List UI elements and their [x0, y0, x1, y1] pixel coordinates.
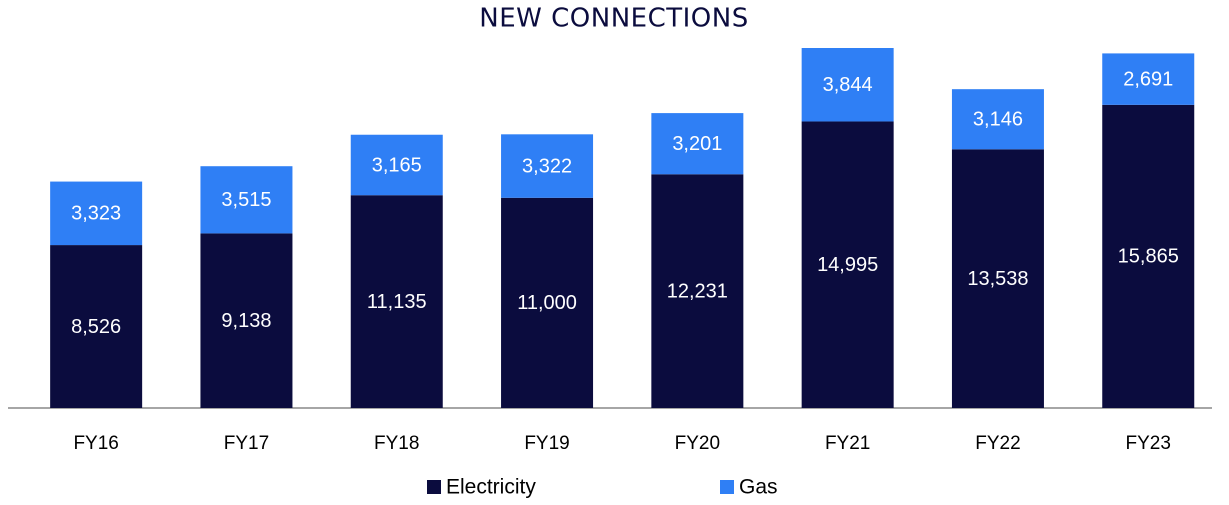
x-tick-label: FY22	[975, 433, 1020, 454]
data-label: 2,691	[1123, 68, 1173, 90]
data-label: 3,515	[221, 189, 271, 211]
bar-segment	[501, 197, 594, 408]
x-tick-label: FY23	[1126, 433, 1171, 454]
data-label: 3,146	[973, 109, 1023, 131]
bar-segment	[50, 181, 143, 246]
x-tick-label: FY16	[73, 433, 118, 454]
bar-segment	[350, 134, 443, 196]
data-label: 8,526	[71, 316, 121, 338]
x-tick-label: FY18	[374, 433, 419, 454]
bar-segment	[50, 245, 143, 408]
bar-segment	[1102, 104, 1195, 408]
bar-segment	[651, 113, 744, 175]
data-label: 11,135	[367, 291, 427, 313]
legend-swatch	[720, 480, 734, 494]
data-label: 3,165	[372, 154, 422, 176]
bar-segment	[1102, 53, 1195, 105]
data-label: 3,323	[71, 203, 121, 225]
legend-label: Gas	[739, 476, 778, 499]
bar-segment	[951, 149, 1044, 408]
data-label: 15,865	[1118, 246, 1179, 268]
legend-swatch	[427, 480, 441, 494]
bar-segment	[801, 48, 894, 122]
bar-segment	[501, 134, 594, 198]
data-label: 14,995	[817, 254, 878, 276]
data-label: 3,201	[672, 133, 722, 155]
chart-title: NEW CONNECTIONS	[479, 4, 748, 34]
bar-segment	[350, 195, 443, 408]
bar-segment	[200, 233, 293, 408]
data-label: 3,322	[522, 155, 572, 177]
legend-label: Electricity	[446, 476, 536, 499]
data-label: 9,138	[221, 310, 271, 332]
data-label: 12,231	[667, 280, 728, 302]
data-label: 11,000	[517, 292, 577, 314]
bar-segment	[651, 174, 744, 408]
bar-segment	[951, 89, 1044, 150]
x-tick-label: FY20	[675, 433, 720, 454]
bar-segment	[801, 121, 894, 409]
data-label: 13,538	[967, 268, 1028, 290]
data-label: 3,844	[823, 74, 873, 96]
bar-segment	[200, 166, 293, 234]
x-tick-label: FY19	[524, 433, 569, 454]
x-tick-label: FY21	[825, 433, 870, 454]
x-tick-label: FY17	[224, 433, 269, 454]
